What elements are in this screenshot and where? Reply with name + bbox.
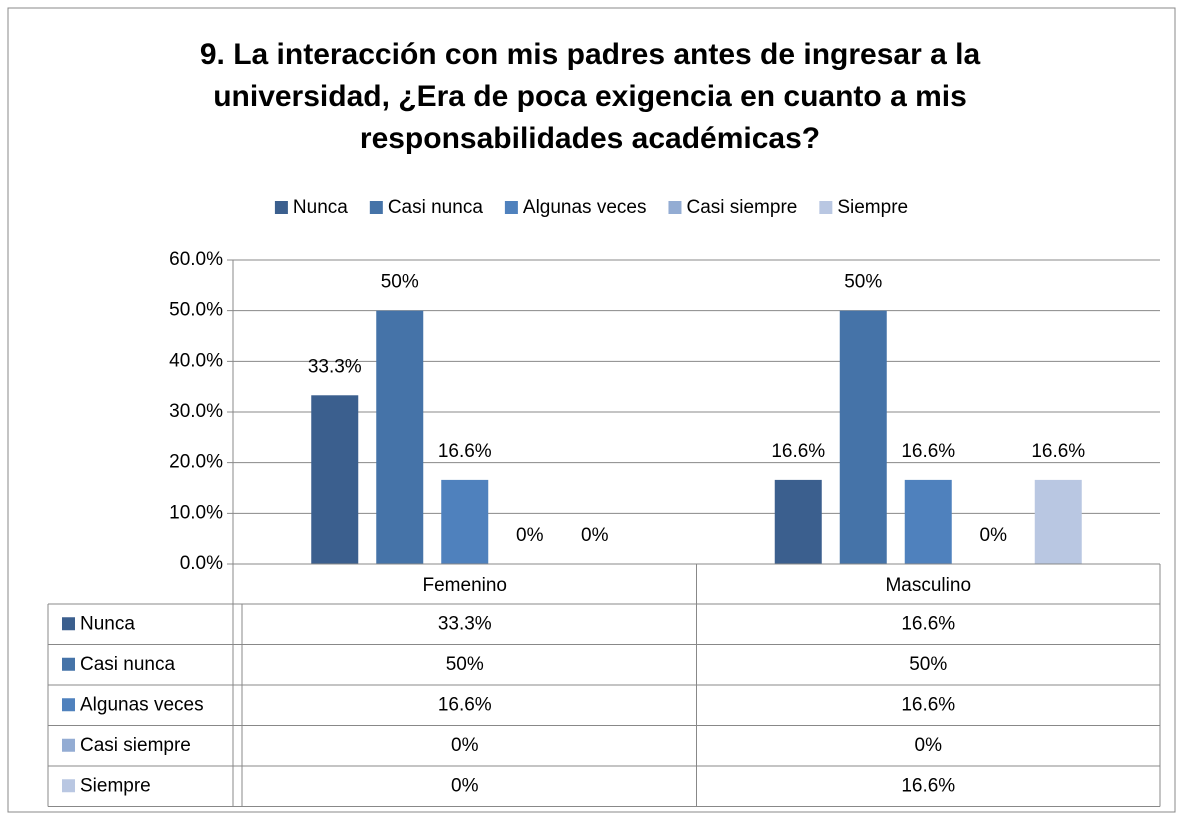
table-cell: 50% [909, 654, 947, 675]
table-cell: 16.6% [438, 694, 492, 715]
data-label: 16.6% [438, 441, 492, 462]
data-label: 16.6% [1031, 441, 1085, 462]
legend-label: Casi nunca [388, 197, 483, 218]
data-label: 0% [581, 525, 609, 546]
table-row-label: Algunas veces [80, 694, 204, 715]
data-label: 33.3% [308, 356, 362, 377]
table-cell: 16.6% [901, 694, 955, 715]
data-label: 16.6% [901, 441, 955, 462]
bar [774, 479, 822, 564]
legend-label: Algunas veces [523, 197, 647, 218]
y-tick-label: 40.0% [169, 350, 223, 371]
y-tick-label: 60.0% [169, 249, 223, 270]
bar [376, 310, 424, 564]
legend-swatch [819, 201, 833, 214]
table-swatch [62, 657, 75, 671]
legend-swatch [668, 201, 682, 214]
table-cell: 16.6% [901, 613, 955, 634]
y-tick-label: 50.0% [169, 300, 223, 321]
table-swatch [62, 738, 75, 752]
y-tick-label: 30.0% [169, 401, 223, 422]
x-tick-label: Femenino [423, 575, 508, 596]
data-label: 50% [381, 272, 419, 293]
chart-border [7, 7, 1176, 813]
table-cell: 33.3% [438, 613, 492, 634]
y-tick-label: 10.0% [169, 502, 223, 523]
legend-label: Siempre [837, 197, 908, 218]
x-tick-label: Masculino [885, 575, 971, 596]
data-label: 0% [980, 525, 1008, 546]
table-cell: 0% [451, 775, 479, 796]
legend-label: Nunca [293, 197, 348, 218]
legend-swatch [274, 201, 288, 214]
table-swatch [62, 698, 75, 712]
data-label: 16.6% [771, 441, 825, 462]
table-row-label: Siempre [80, 775, 151, 796]
data-label: 0% [516, 525, 544, 546]
table-row-label: Casi nunca [80, 654, 175, 675]
legend-label: Casi siempre [686, 197, 797, 218]
table-row-label: Nunca [80, 613, 135, 634]
legend-swatch [504, 201, 518, 214]
y-tick-label: 20.0% [169, 452, 223, 473]
bar [441, 479, 489, 564]
table-cell: 16.6% [901, 775, 955, 796]
bar [904, 479, 952, 564]
y-tick-label: 0.0% [180, 553, 223, 574]
table-cell: 0% [915, 735, 943, 756]
table-cell: 0% [451, 735, 479, 756]
bar [311, 395, 359, 564]
data-label: 50% [844, 272, 882, 293]
table-row-label: Casi siempre [80, 735, 191, 756]
table-swatch [62, 617, 75, 631]
legend-swatch [369, 201, 383, 214]
chart-title: 9. La interacción con mis padres antes d… [199, 38, 981, 155]
table-swatch [62, 779, 75, 793]
bar [1034, 479, 1082, 564]
table-cell: 50% [446, 654, 484, 675]
bar [839, 310, 887, 564]
